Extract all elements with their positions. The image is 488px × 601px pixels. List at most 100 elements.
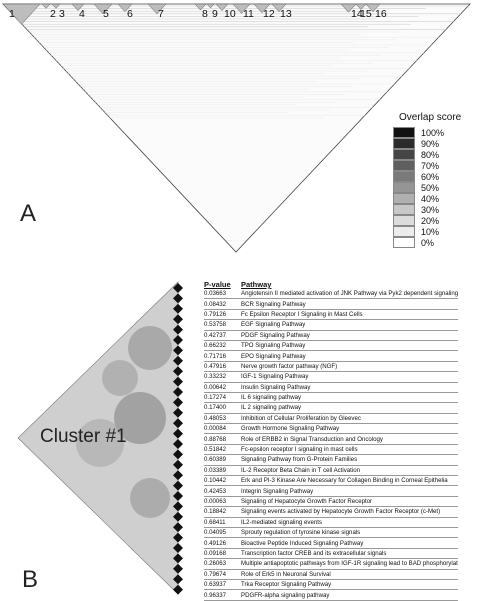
pathway-cell: Nerve growth factor pathway (NGF) xyxy=(241,362,338,370)
legend-swatch xyxy=(393,215,415,226)
row-marker xyxy=(173,397,183,408)
legend-label: 50% xyxy=(421,182,440,193)
legend-row: 0% xyxy=(393,237,488,248)
row-marker xyxy=(173,501,183,512)
pathway-cell: Inhibition of Cellular Proliferation by … xyxy=(241,414,361,422)
row-marker xyxy=(173,449,183,460)
cluster-number: 7 xyxy=(158,8,164,20)
pathway-cell: Angiotensin II mediated activation of JN… xyxy=(241,290,458,298)
cluster-block xyxy=(117,3,133,13)
table-row: 0.66232 TPO Signaling Pathway xyxy=(204,341,458,352)
cluster-number: 15 xyxy=(360,8,372,20)
table-row: 0.09168 Transcription factor CREB and its… xyxy=(204,549,458,560)
row-marker xyxy=(173,376,183,387)
cluster-number: 16 xyxy=(375,8,387,20)
legend-label: 20% xyxy=(421,215,440,226)
legend-swatch xyxy=(393,237,415,248)
row-marker xyxy=(173,574,183,585)
pvalue-cell: 0.33232 xyxy=(204,373,227,381)
cluster-block xyxy=(194,3,207,11)
row-marker xyxy=(173,532,183,543)
legend-row: 50% xyxy=(393,182,488,193)
row-marker xyxy=(173,470,183,481)
pathway-cell: BCR Signaling Pathway xyxy=(241,300,306,308)
cluster-number: 12 xyxy=(263,8,275,20)
table-row: 0.08432 BCR Signaling Pathway xyxy=(204,299,458,310)
pathway-cell: Trka Receptor Signaling Pathway xyxy=(241,581,332,589)
overlap-shading xyxy=(114,392,166,444)
pvalue-cell: 0.79126 xyxy=(204,310,227,318)
cluster-block xyxy=(340,3,357,13)
legend-label: 40% xyxy=(421,193,440,204)
cluster-block xyxy=(365,3,381,13)
pathway-cell: PDGFR-alpha signaling pathway xyxy=(241,591,330,599)
legend-title: Overlap score xyxy=(399,112,462,123)
pathway-cell: Signaling events activated by Hepatocyte… xyxy=(241,508,441,516)
legend-row: 20% xyxy=(393,215,488,226)
pathway-cell: Fc Epsilon Receptor I Signaling in Mast … xyxy=(241,310,363,318)
table-row: 0.03663 Angiotensin II mediated activatio… xyxy=(204,289,458,300)
row-marker xyxy=(173,407,183,418)
cluster-block xyxy=(147,3,167,15)
pathway-cell: IL2-mediated signaling events xyxy=(241,518,322,526)
row-marker xyxy=(173,387,183,397)
row-marker xyxy=(173,355,183,366)
pvalue-cell: 0.42453 xyxy=(204,487,227,495)
pathway-cell: Fc-epsilon receptor I signaling in mast … xyxy=(241,446,358,454)
pvalue-cell: 0.53758 xyxy=(204,321,227,329)
cluster-number: 13 xyxy=(280,8,292,20)
pathway-cell: Multiple antiapoptotic pathways from IGF… xyxy=(241,560,458,568)
cluster-number: 3 xyxy=(59,8,65,20)
table-row: 0.00084 Growth Hormone Signaling Pathway xyxy=(204,424,458,435)
overlap-shading xyxy=(130,478,170,518)
panel-label-b: B xyxy=(22,566,39,593)
cluster-number: 10 xyxy=(224,8,236,20)
pvalue-cell: 0.04095 xyxy=(204,529,227,537)
pvalue-cell: 0.00063 xyxy=(204,498,227,505)
cluster-block xyxy=(271,3,287,13)
table-row: 0.00063 Signaling of Hepatocyte Growth Fa… xyxy=(204,497,458,508)
table-row: 0.79674 Role of Erk5 in Neuronal Survival xyxy=(204,570,458,580)
cluster-number: 2 xyxy=(50,8,56,20)
pathway-cell: Bioactive Peptide Induced Signaling Path… xyxy=(241,539,364,547)
cluster-block xyxy=(206,3,215,9)
pvalue-cell: 0.26063 xyxy=(204,560,227,568)
table-row: 0.96337 PDGFR-alpha signaling pathway xyxy=(204,590,458,601)
pathway-cell: EPO Signaling Pathway xyxy=(241,352,306,360)
legend-row: 40% xyxy=(393,193,488,204)
cluster-number: 9 xyxy=(212,8,218,20)
pvalue-cell: 0.00642 xyxy=(204,383,227,391)
pvalue-cell: 0.47916 xyxy=(204,362,227,370)
legend-label: 100% xyxy=(421,127,445,138)
pathway-header: Pathway xyxy=(241,280,272,289)
row-marker xyxy=(173,314,183,325)
table-row: 0.00642 Insulin Signaling Pathway xyxy=(204,383,458,393)
overlap-shading xyxy=(102,360,138,396)
pvalue-cell: 0.08432 xyxy=(204,300,227,308)
pathway-cell: Insulin Signaling Pathway xyxy=(241,383,311,391)
cluster-number: 1 xyxy=(9,8,15,20)
pathway-cell: TPO Signaling Pathway xyxy=(241,342,306,350)
legend-row: 10% xyxy=(393,226,488,237)
row-marker xyxy=(173,511,183,522)
panel-label-a: A xyxy=(20,200,37,227)
table-row: 0.47916 Nerve growth factor pathway (NGF) xyxy=(204,362,458,373)
legend-row: 100% xyxy=(393,127,488,138)
row-marker xyxy=(173,418,183,429)
table-row: 0.63937 Trka Receptor Signaling Pathway xyxy=(204,580,458,591)
cluster-block xyxy=(2,3,41,25)
pathway-cell: Sprouty regulation of tyrosine kinase si… xyxy=(241,529,361,537)
table-row: 0.71716 EPO Signaling Pathway xyxy=(204,351,458,362)
legend-row: 70% xyxy=(393,160,488,171)
pvalue-cell: 0.79674 xyxy=(204,570,227,578)
legend-swatch xyxy=(393,226,415,237)
pvalue-cell: 0.00084 xyxy=(204,425,227,433)
overlap-shading xyxy=(128,326,172,370)
pathway-cell: EGF Signaling Pathway xyxy=(241,321,306,329)
cluster-block xyxy=(41,3,51,9)
pvalue-cell: 0.17400 xyxy=(204,404,227,412)
pathway-cell: IL-2 Receptor Beta Chain in T cell Activ… xyxy=(241,466,361,474)
row-marker xyxy=(173,293,183,304)
pvalue-cell: 0.17274 xyxy=(204,394,227,402)
cluster-block xyxy=(253,3,271,14)
